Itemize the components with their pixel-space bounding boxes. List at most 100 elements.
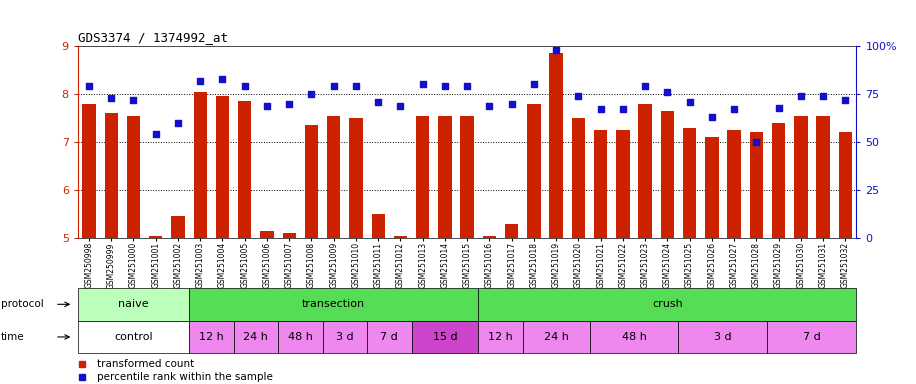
Text: transformed count: transformed count xyxy=(97,359,194,369)
Text: GDS3374 / 1374992_at: GDS3374 / 1374992_at xyxy=(78,31,228,44)
Bar xyxy=(727,130,741,238)
Bar xyxy=(367,321,411,353)
Text: 12 h: 12 h xyxy=(488,332,513,342)
Point xyxy=(527,81,541,88)
Text: time: time xyxy=(1,332,25,342)
Bar xyxy=(478,321,523,353)
Bar xyxy=(234,321,278,353)
Bar xyxy=(193,92,207,238)
Point xyxy=(282,101,297,107)
Bar xyxy=(768,321,856,353)
Point xyxy=(82,83,96,89)
Point xyxy=(148,131,163,137)
Point xyxy=(349,83,364,89)
Text: 7 d: 7 d xyxy=(380,332,398,342)
Bar xyxy=(260,231,274,238)
Bar xyxy=(322,321,367,353)
Bar xyxy=(305,125,318,238)
Bar xyxy=(749,132,763,238)
Bar xyxy=(590,321,679,353)
Point xyxy=(771,104,786,111)
Bar xyxy=(416,116,430,238)
Point xyxy=(749,139,764,145)
Text: 3 d: 3 d xyxy=(714,332,732,342)
Point xyxy=(460,83,474,89)
Point xyxy=(505,101,519,107)
Point xyxy=(482,103,496,109)
Point xyxy=(571,93,585,99)
Text: 12 h: 12 h xyxy=(199,332,224,342)
Text: percentile rank within the sample: percentile rank within the sample xyxy=(97,372,273,382)
Text: crush: crush xyxy=(652,299,682,310)
Text: naive: naive xyxy=(118,299,148,310)
Bar xyxy=(278,321,322,353)
Point xyxy=(304,91,319,97)
Bar xyxy=(461,116,474,238)
Text: 7 d: 7 d xyxy=(803,332,821,342)
Bar xyxy=(149,236,162,238)
Bar xyxy=(216,96,229,238)
Bar xyxy=(483,236,496,238)
Text: protocol: protocol xyxy=(1,299,44,310)
Bar xyxy=(528,104,540,238)
Text: transection: transection xyxy=(302,299,365,310)
Bar xyxy=(126,116,140,238)
Bar xyxy=(616,130,629,238)
Point xyxy=(726,106,741,113)
Bar xyxy=(171,217,185,238)
Bar xyxy=(772,123,785,238)
Bar xyxy=(705,137,718,238)
Bar xyxy=(638,104,652,238)
Point xyxy=(193,78,208,84)
Bar xyxy=(594,130,607,238)
Bar xyxy=(523,321,590,353)
Bar xyxy=(78,321,189,353)
Text: 48 h: 48 h xyxy=(622,332,647,342)
Bar xyxy=(572,118,585,238)
Bar xyxy=(238,101,251,238)
Bar xyxy=(349,118,363,238)
Text: 48 h: 48 h xyxy=(288,332,312,342)
Bar xyxy=(372,214,385,238)
Point xyxy=(793,93,808,99)
Bar xyxy=(478,288,856,321)
Point xyxy=(170,120,185,126)
Bar xyxy=(327,116,341,238)
Point xyxy=(126,97,141,103)
Point xyxy=(594,106,608,113)
Bar xyxy=(660,111,674,238)
Bar xyxy=(78,288,189,321)
Point xyxy=(638,83,652,89)
Bar xyxy=(189,321,234,353)
Bar xyxy=(550,53,562,238)
Text: control: control xyxy=(114,332,153,342)
Point xyxy=(660,89,675,95)
Point xyxy=(371,99,386,105)
Text: 15 d: 15 d xyxy=(432,332,457,342)
Bar xyxy=(82,104,95,238)
Bar xyxy=(104,113,118,238)
Text: 24 h: 24 h xyxy=(544,332,569,342)
Bar xyxy=(189,288,478,321)
Bar xyxy=(683,127,696,238)
Text: 3 d: 3 d xyxy=(336,332,354,342)
Point xyxy=(215,76,230,82)
Point xyxy=(816,93,831,99)
Bar xyxy=(411,321,478,353)
Point xyxy=(838,97,853,103)
Bar xyxy=(794,116,808,238)
Bar xyxy=(839,132,852,238)
Bar xyxy=(679,321,768,353)
Point xyxy=(237,83,252,89)
Bar xyxy=(505,223,518,238)
Point xyxy=(393,103,408,109)
Bar xyxy=(282,233,296,238)
Point xyxy=(549,47,563,53)
Bar xyxy=(816,116,830,238)
Text: 24 h: 24 h xyxy=(244,332,268,342)
Point xyxy=(616,106,630,113)
Bar xyxy=(394,236,407,238)
Point xyxy=(438,83,453,89)
Point xyxy=(704,114,719,120)
Point xyxy=(326,83,341,89)
